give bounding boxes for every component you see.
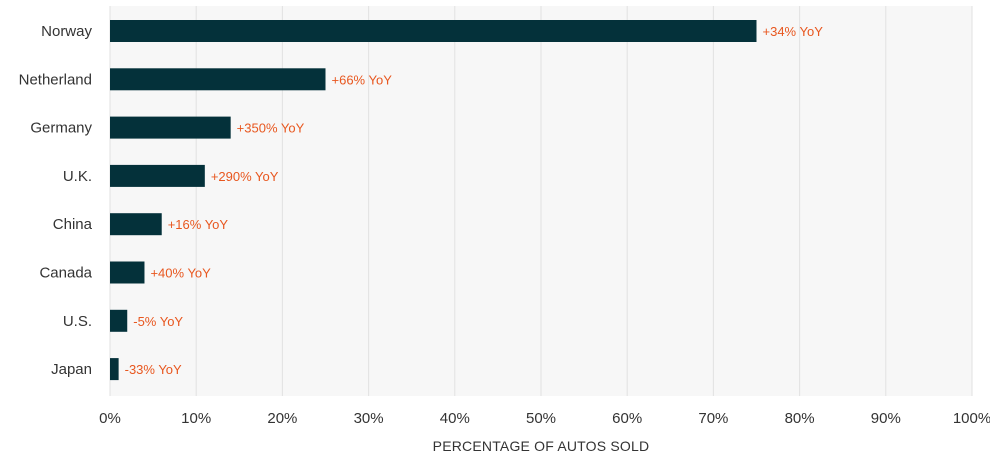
category-label: Netherland — [19, 71, 92, 88]
x-axis-title: PERCENTAGE OF AUTOS SOLD — [433, 438, 650, 454]
x-tick-label: 40% — [440, 410, 470, 427]
bar — [110, 68, 326, 91]
data-labels: +34% YoY +66% YoY +350% YoY +290% YoY +16% Y… — [125, 24, 824, 377]
data-label: +34% YoY — [763, 24, 824, 39]
data-label: -33% YoY — [125, 362, 182, 377]
x-tick-label: 20% — [267, 410, 297, 427]
category-label: U.S. — [63, 313, 92, 330]
bar — [110, 164, 205, 187]
x-tick-label: 0% — [99, 410, 121, 427]
x-tick-label: 70% — [698, 410, 728, 427]
bar — [110, 261, 145, 284]
data-label: -5% YoY — [133, 314, 183, 329]
category-label: Germany — [30, 120, 92, 137]
bar — [110, 309, 128, 332]
x-tick-label: 80% — [785, 410, 815, 427]
data-label: +350% YoY — [237, 121, 305, 136]
category-label: Norway — [41, 23, 92, 40]
bar — [110, 116, 231, 139]
bar — [110, 358, 119, 381]
bar — [110, 213, 162, 236]
x-tick-labels: 0% 10% 20% 30% 40% 50% 60% 70% 80% 90% 100% — [99, 410, 990, 427]
category-labels: Norway Netherland Germany U.K. China Canada U.… — [19, 23, 93, 378]
bar — [110, 20, 757, 42]
x-tick-label: 90% — [871, 410, 901, 427]
x-tick-label: 50% — [526, 410, 556, 427]
data-label: +40% YoY — [150, 266, 211, 281]
category-label: Japan — [51, 361, 92, 378]
category-label: China — [53, 216, 93, 233]
x-tick-label: 30% — [354, 410, 384, 427]
x-tick-label: 60% — [612, 410, 642, 427]
data-label: +66% YoY — [332, 72, 393, 87]
data-label: +16% YoY — [168, 217, 229, 232]
data-label: +290% YoY — [211, 169, 279, 184]
category-label: Canada — [39, 265, 92, 282]
x-tick-label: 10% — [181, 410, 211, 427]
x-tick-label: 100% — [953, 410, 990, 427]
category-label: U.K. — [63, 168, 92, 185]
bars — [110, 20, 757, 381]
